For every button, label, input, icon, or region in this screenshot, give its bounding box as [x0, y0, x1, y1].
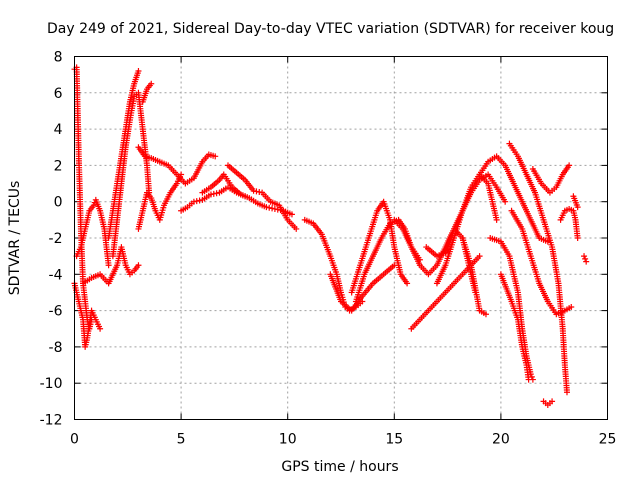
data-point — [404, 280, 411, 287]
data-point — [482, 311, 489, 318]
data-point — [250, 187, 257, 194]
data-point — [105, 262, 112, 269]
x-tick-label: 20 — [492, 432, 510, 448]
data-point — [253, 188, 260, 195]
data-point — [568, 303, 575, 310]
data-point — [525, 376, 532, 383]
data-point — [256, 189, 263, 196]
data-point — [148, 80, 155, 87]
data-point — [288, 211, 295, 218]
x-tick-label: 15 — [385, 432, 403, 448]
data-point — [207, 191, 214, 198]
data-point — [502, 198, 509, 205]
series-s18 — [408, 253, 483, 332]
series-s22 — [476, 153, 551, 245]
data-point — [90, 202, 97, 209]
series-s6 — [109, 89, 153, 260]
data-point — [549, 398, 556, 405]
data-point — [574, 235, 581, 241]
data-point — [527, 371, 534, 378]
series-s25 — [506, 140, 570, 396]
x-tick-label: 25 — [599, 432, 617, 448]
data-point — [196, 197, 203, 204]
y-tick-label: 6 — [54, 86, 63, 102]
x-tick-labels: 0 5 10 15 20 25 — [70, 432, 616, 448]
data-point — [263, 204, 270, 211]
series-s10 — [178, 184, 249, 214]
x-tick-label: 5 — [177, 432, 186, 448]
data-point — [210, 190, 217, 197]
data-point — [476, 253, 483, 260]
y-tick-label: 2 — [54, 158, 63, 174]
series-s24 — [497, 271, 532, 383]
data-point — [574, 204, 581, 211]
series-s16 — [352, 216, 423, 305]
y-tick-label: -8 — [49, 340, 63, 356]
x-tick-label: 10 — [279, 432, 297, 448]
series-s13 — [301, 216, 366, 314]
data-points — [71, 64, 590, 408]
y-tick-label: -2 — [49, 231, 63, 247]
y-tick-label: -6 — [49, 304, 63, 320]
y-axis-label: SDTVAR / TECUs — [7, 181, 23, 296]
data-point — [190, 198, 197, 205]
data-point — [581, 253, 588, 260]
grid — [74, 56, 608, 420]
y-tick-label: 0 — [54, 195, 63, 211]
series-s27 — [508, 207, 575, 318]
y-tick-label: -4 — [49, 267, 63, 283]
data-point — [271, 205, 278, 212]
data-point — [269, 205, 276, 212]
series-s29 — [557, 205, 581, 241]
data-point — [97, 325, 104, 332]
data-point — [266, 204, 273, 211]
series-s3 — [73, 196, 112, 269]
series-s21 — [433, 171, 500, 287]
y-tick-label: -12 — [40, 413, 63, 429]
x-axis-label: GPS time / hours — [281, 459, 398, 475]
series-s28 — [540, 398, 556, 408]
y-tick-label: 8 — [54, 50, 63, 66]
chart-title: Day 249 of 2021, Sidereal Day-to-day VTE… — [47, 21, 614, 37]
y-tick-labels: -12 -10 -8 -6 -4 -2 0 2 4 6 8 — [40, 50, 63, 429]
series-s20 — [459, 235, 489, 318]
series-s11 — [199, 171, 295, 218]
series-s8 — [135, 171, 185, 232]
series-s26 — [529, 162, 573, 196]
data-point — [563, 389, 570, 396]
series-s30 — [570, 193, 581, 211]
series-s12 — [225, 162, 300, 232]
series-s9 — [135, 144, 219, 187]
x-tick-label: 0 — [70, 432, 79, 448]
y-tick-label: 4 — [54, 122, 63, 138]
y-tick-label: -10 — [40, 376, 63, 392]
data-point — [212, 153, 219, 160]
series-s14 — [327, 262, 398, 314]
series-s31 — [581, 253, 590, 265]
data-point — [583, 258, 590, 265]
series-s7 — [139, 80, 155, 105]
series-s2 — [71, 280, 104, 350]
data-point — [135, 262, 142, 269]
data-point — [566, 162, 573, 169]
data-point — [493, 216, 500, 223]
series-s15 — [348, 198, 411, 296]
data-point — [293, 225, 300, 232]
data-point — [582, 255, 589, 262]
data-point — [193, 198, 200, 205]
data-point — [135, 68, 142, 75]
series-s4 — [80, 244, 142, 287]
plot-frame — [74, 56, 608, 420]
data-point — [213, 190, 220, 197]
